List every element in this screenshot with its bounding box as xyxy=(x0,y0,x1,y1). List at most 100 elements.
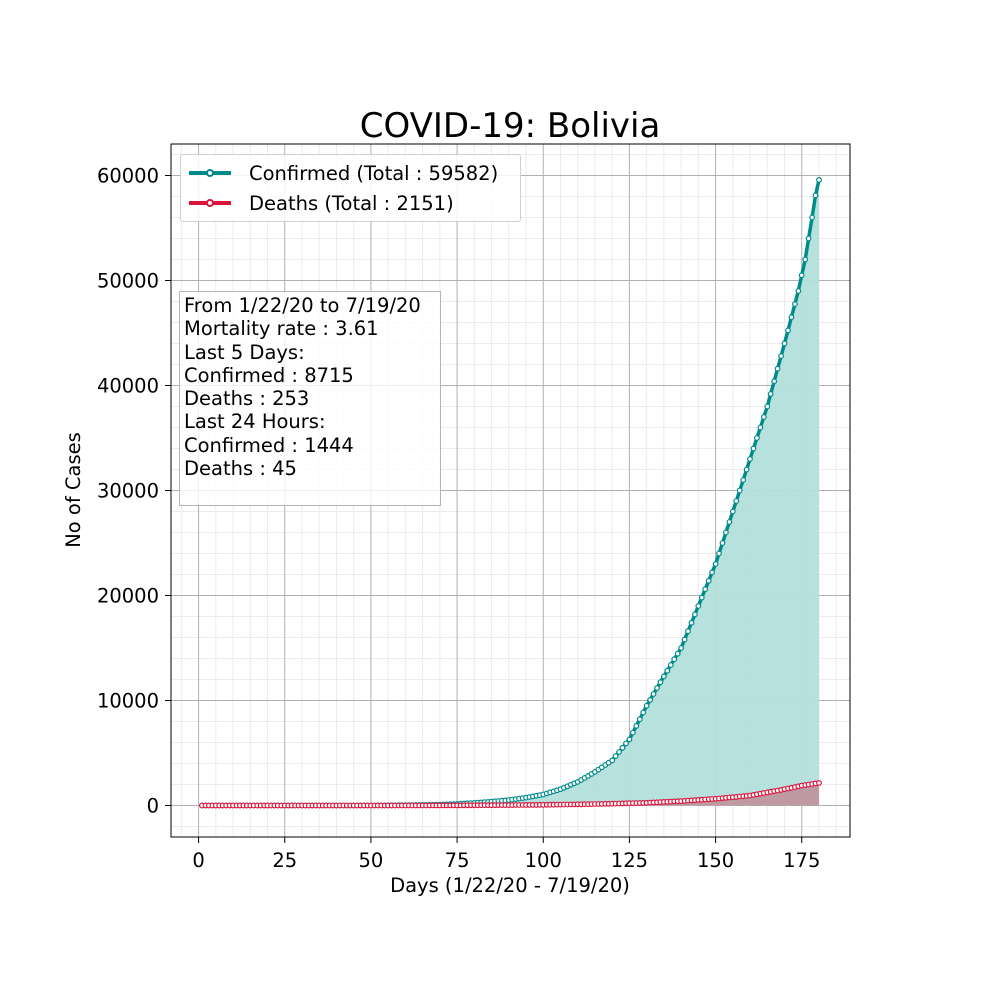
point-confirmed xyxy=(774,365,781,372)
point-confirmed xyxy=(778,353,784,360)
y-tick-label: 10000 xyxy=(97,690,159,713)
point-confirmed xyxy=(695,603,702,609)
annotation-last-5-days-confirmed: Confirmed : 8715 xyxy=(184,363,354,387)
legend: Confirmed (Total : 59582) Deaths (Total … xyxy=(180,154,521,222)
point-confirmed xyxy=(636,716,643,723)
point-confirmed xyxy=(640,709,647,716)
legend-swatch-confirmed xyxy=(187,159,233,187)
point-confirmed xyxy=(812,192,819,199)
y-tick-label: 50000 xyxy=(97,270,159,293)
point-confirmed xyxy=(681,636,688,643)
annotation-mortality-rate: Mortality rate : 3.61 xyxy=(184,317,379,341)
point-confirmed xyxy=(647,697,653,703)
x-axis-label: Days (1/22/20 - 7/19/20) xyxy=(390,874,630,897)
y-tick-label: 20000 xyxy=(97,585,159,608)
point-confirmed xyxy=(657,679,664,686)
x-tick-label: 125 xyxy=(611,849,648,872)
point-confirmed xyxy=(616,749,622,755)
point-confirmed xyxy=(705,577,712,584)
area-deaths xyxy=(202,782,819,806)
point-confirmed xyxy=(698,594,705,601)
point-confirmed xyxy=(619,744,626,751)
point-confirmed xyxy=(688,619,695,626)
point-confirmed xyxy=(792,301,798,308)
point-confirmed xyxy=(743,466,750,473)
statistics-annotation-box: From 1/22/20 to 7/19/20 Mortality rate :… xyxy=(179,291,441,506)
point-confirmed xyxy=(740,477,747,483)
point-confirmed xyxy=(685,628,691,635)
point-confirmed xyxy=(654,685,660,691)
point-confirmed xyxy=(726,519,733,525)
x-tick-label: 25 xyxy=(272,849,297,872)
series-markers xyxy=(199,176,822,809)
point-confirmed xyxy=(612,753,619,759)
y-tick-label: 30000 xyxy=(97,480,159,503)
x-tick-label: 50 xyxy=(358,849,383,872)
point-confirmed xyxy=(771,378,778,385)
annotation-last-24-hours-heading: Last 24 Hours: xyxy=(184,410,326,434)
point-confirmed xyxy=(816,176,822,183)
point-confirmed xyxy=(719,540,726,546)
point-confirmed xyxy=(760,414,767,420)
annotation-last-5-days-deaths: Deaths : 253 xyxy=(184,387,310,411)
legend-label-confirmed: Confirmed (Total : 59582) xyxy=(249,161,499,185)
point-confirmed xyxy=(767,391,774,397)
point-confirmed xyxy=(805,235,812,242)
point-confirmed xyxy=(664,667,671,674)
point-confirmed xyxy=(747,456,753,462)
point-confirmed xyxy=(733,498,740,504)
point-confirmed xyxy=(788,314,795,321)
point-confirmed xyxy=(754,435,760,441)
x-tick-label: 175 xyxy=(783,849,820,872)
legend-item-deaths: Deaths (Total : 2151) xyxy=(187,189,454,217)
x-tick-label: 75 xyxy=(445,849,470,872)
x-axis-ticks: 0 25 50 75 100 125 150 175 xyxy=(192,837,820,872)
x-tick-label: 100 xyxy=(525,849,562,872)
point-confirmed xyxy=(671,656,678,663)
legend-swatch-deaths xyxy=(187,189,233,217)
point-confirmed xyxy=(709,569,715,576)
point-deaths xyxy=(816,780,822,786)
point-confirmed xyxy=(781,340,788,347)
annotation-last-24-hours-deaths: Deaths : 45 xyxy=(184,457,297,481)
point-confirmed xyxy=(667,662,674,668)
point-confirmed xyxy=(678,645,684,651)
legend-label-deaths: Deaths (Total : 2151) xyxy=(249,191,454,215)
point-confirmed xyxy=(802,256,809,263)
point-confirmed xyxy=(736,487,743,494)
point-confirmed xyxy=(750,445,757,452)
annotation-last-5-days-heading: Last 5 Days: xyxy=(184,340,305,364)
area-confirmed xyxy=(202,179,819,806)
point-confirmed xyxy=(702,586,709,593)
point-confirmed xyxy=(674,650,681,657)
point-confirmed xyxy=(729,508,736,515)
annotation-date-range: From 1/22/20 to 7/19/20 xyxy=(184,294,421,317)
point-confirmed xyxy=(650,691,657,697)
point-confirmed xyxy=(785,327,791,334)
y-axis-ticks: 0 10000 20000 30000 40000 50000 60000 xyxy=(97,165,171,818)
point-confirmed xyxy=(809,214,815,221)
point-confirmed xyxy=(623,740,629,747)
legend-item-confirmed: Confirmed (Total : 59582) xyxy=(187,159,498,187)
point-confirmed xyxy=(716,550,722,557)
point-confirmed xyxy=(723,529,729,536)
point-confirmed xyxy=(643,702,650,709)
point-confirmed xyxy=(764,403,771,410)
annotation-last-24-hours-confirmed: Confirmed : 1444 xyxy=(184,433,354,457)
point-confirmed xyxy=(633,723,640,729)
point-confirmed xyxy=(712,561,719,567)
y-tick-label: 40000 xyxy=(97,375,159,398)
x-tick-label: 0 xyxy=(192,849,204,872)
point-confirmed xyxy=(692,611,698,618)
x-tick-label: 150 xyxy=(697,849,734,872)
point-confirmed xyxy=(630,729,636,736)
chart-title: COVID-19: Bolivia xyxy=(360,106,661,146)
point-confirmed xyxy=(626,736,633,743)
point-confirmed xyxy=(661,673,667,680)
point-confirmed xyxy=(609,757,616,764)
y-tick-label: 0 xyxy=(147,795,159,818)
point-confirmed xyxy=(757,424,764,431)
point-confirmed xyxy=(795,288,802,294)
y-tick-label: 60000 xyxy=(97,165,159,188)
